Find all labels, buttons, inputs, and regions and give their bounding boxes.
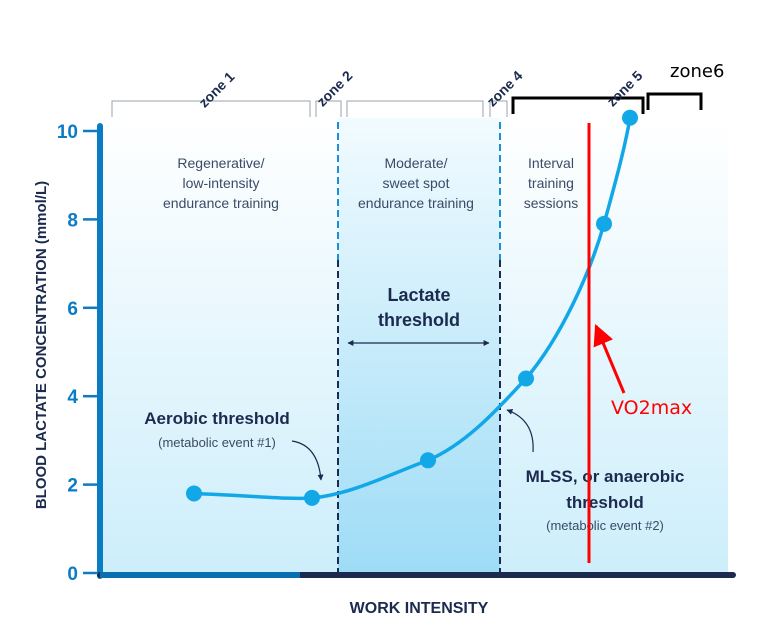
zone-bracket <box>646 92 703 110</box>
x-axis-label: WORK INTENSITY <box>350 600 489 617</box>
y-tick-label: 10 <box>57 122 78 143</box>
zone-label: zone 5 <box>603 67 645 109</box>
data-point <box>622 109 638 126</box>
threshold-dividers <box>337 122 501 578</box>
mlss-line1: MLSS, or anaerobic <box>526 467 685 486</box>
zone-bracket <box>511 96 645 114</box>
data-point <box>186 485 202 502</box>
axes <box>97 123 736 579</box>
y-tick-label: 8 <box>67 210 78 231</box>
zone-label: zone 2 <box>313 67 355 109</box>
y-tick-label: 2 <box>67 476 78 497</box>
zone-bracket <box>346 100 484 117</box>
region-label-line: training <box>528 175 574 191</box>
vo2max-annotation: VO2max <box>587 123 692 563</box>
zone-label: zone 1 <box>195 68 237 110</box>
region-high-intensity <box>500 118 728 573</box>
region-labels: Regenerative/low-intensity endurance trai… <box>163 155 578 211</box>
region-label-line: sessions <box>524 195 578 211</box>
data-point <box>304 489 320 506</box>
zone-label: zone6 <box>670 61 724 82</box>
vo2max-label: VO2max <box>611 397 692 419</box>
data-point <box>518 370 534 387</box>
lactate-threshold-line1: Lactate <box>387 285 450 305</box>
zone-bracket <box>315 100 342 117</box>
region-label-line: Interval <box>528 155 574 171</box>
mlss-arrow <box>506 408 534 453</box>
y-tick-label: 0 <box>67 564 78 585</box>
region-label-line: sweet spot <box>383 175 450 191</box>
aerobic-threshold-label: Aerobic threshold <box>144 409 289 428</box>
vo2max-arrow <box>593 324 626 394</box>
data-point <box>596 215 612 232</box>
region-label-line: Moderate/ <box>384 155 447 171</box>
mlss-annotation: MLSS, or anaerobic threshold (metabolic … <box>506 408 685 533</box>
y-tick-label: 4 <box>67 387 78 408</box>
data-point <box>420 452 436 469</box>
aerobic-threshold-arrow <box>291 440 324 481</box>
y-axis-label: BLOOD LACTATE CONCENTRATION (mmol/L) <box>33 181 50 509</box>
region-label-line: Regenerative/ <box>177 155 264 171</box>
mlss-line2: threshold <box>566 493 643 512</box>
y-ticks: 0 2 4 6 8 10 <box>57 122 98 585</box>
zone-label: zone 4 <box>483 67 525 109</box>
lactate-curve <box>186 109 638 506</box>
region-label-line: endurance training <box>163 195 279 211</box>
mlss-sub: (metabolic event #2) <box>546 518 664 533</box>
aerobic-threshold-sub: (metabolic event #1) <box>158 435 276 450</box>
zone-brackets <box>111 92 703 117</box>
lactate-threshold-line2: threshold <box>378 310 460 330</box>
aerobic-threshold-annotation: Aerobic threshold (metabolic event #1) <box>144 409 324 481</box>
zone-bracket <box>489 100 508 117</box>
region-label-line: endurance training <box>358 195 474 211</box>
lactate-threshold-annotation: Lactate threshold <box>347 285 490 346</box>
zone-bracket <box>111 100 311 117</box>
y-tick-label: 6 <box>67 299 78 320</box>
zone-labels: zone 1 zone 2 zone 4 zone 5 zone6 <box>195 61 724 111</box>
region-label-line: low-intensity <box>182 175 259 191</box>
